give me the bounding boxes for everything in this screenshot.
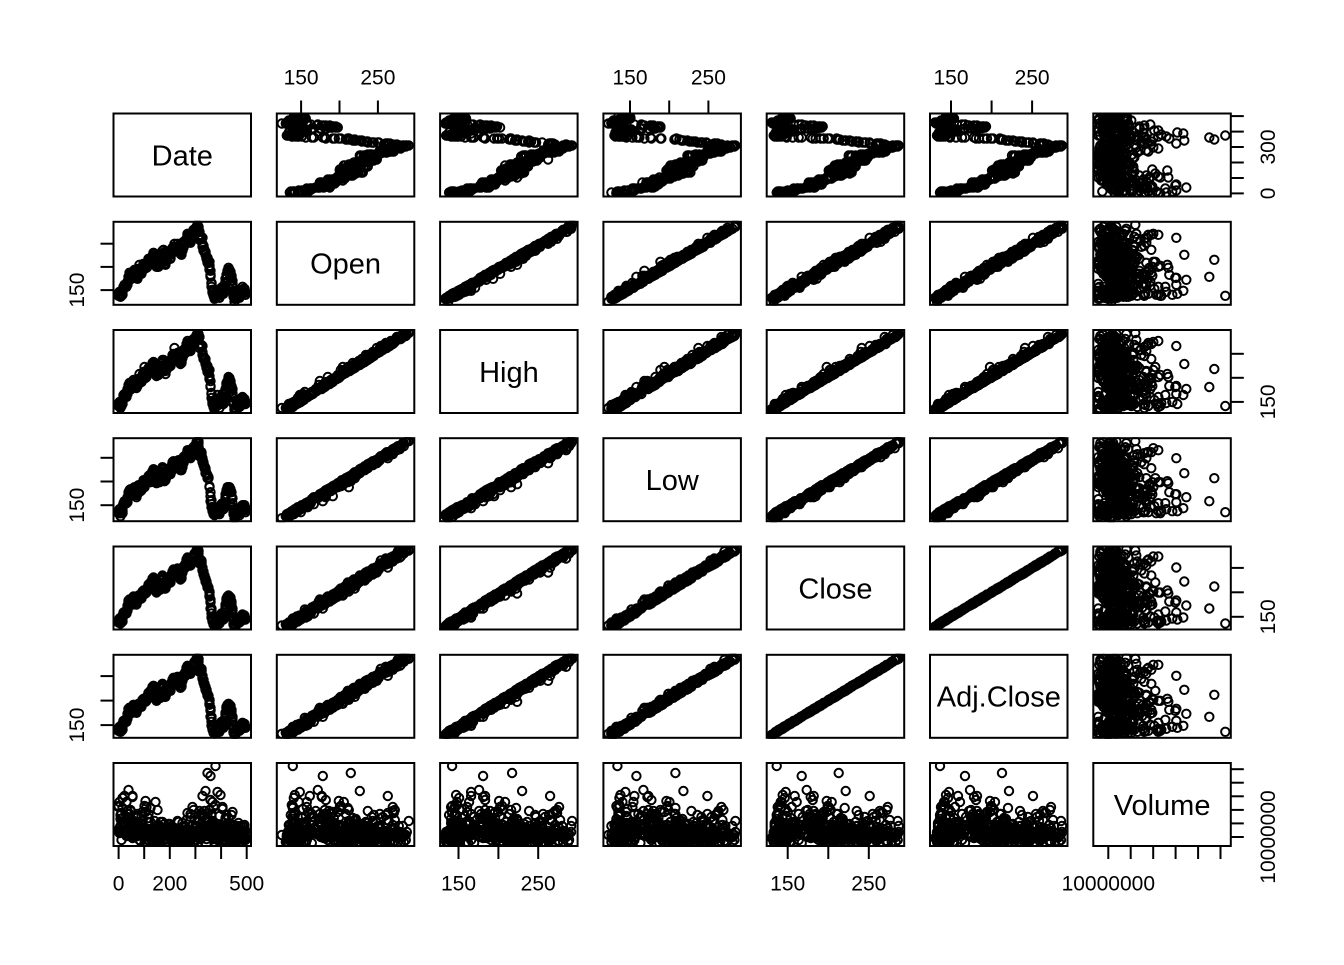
svg-text:Open: Open (310, 249, 381, 281)
svg-text:250: 250 (1015, 67, 1050, 90)
svg-text:Volume: Volume (1114, 790, 1211, 822)
svg-text:250: 250 (521, 873, 556, 896)
svg-text:Date: Date (152, 140, 213, 172)
svg-text:150: 150 (1257, 599, 1280, 634)
svg-text:10000000: 10000000 (1062, 873, 1155, 896)
svg-text:150: 150 (612, 67, 647, 90)
svg-text:150: 150 (66, 708, 89, 743)
svg-text:150: 150 (66, 488, 89, 523)
svg-text:150: 150 (441, 873, 476, 896)
svg-text:200: 200 (152, 873, 187, 896)
svg-text:150: 150 (933, 67, 968, 90)
svg-text:150: 150 (770, 873, 805, 896)
svg-text:300: 300 (1257, 129, 1280, 164)
svg-text:Low: Low (646, 465, 700, 497)
svg-text:Adj.Close: Adj.Close (937, 682, 1061, 714)
svg-text:150: 150 (284, 67, 319, 90)
svg-text:0: 0 (113, 873, 125, 896)
svg-text:250: 250 (691, 67, 726, 90)
svg-text:Close: Close (798, 573, 872, 605)
svg-text:0: 0 (1257, 188, 1280, 200)
svg-text:150: 150 (66, 273, 89, 308)
svg-text:500: 500 (229, 873, 264, 896)
svg-text:150: 150 (1257, 384, 1280, 419)
svg-text:High: High (479, 357, 539, 389)
svg-text:10000000: 10000000 (1257, 790, 1280, 883)
svg-text:250: 250 (851, 873, 886, 896)
svg-text:250: 250 (360, 67, 395, 90)
